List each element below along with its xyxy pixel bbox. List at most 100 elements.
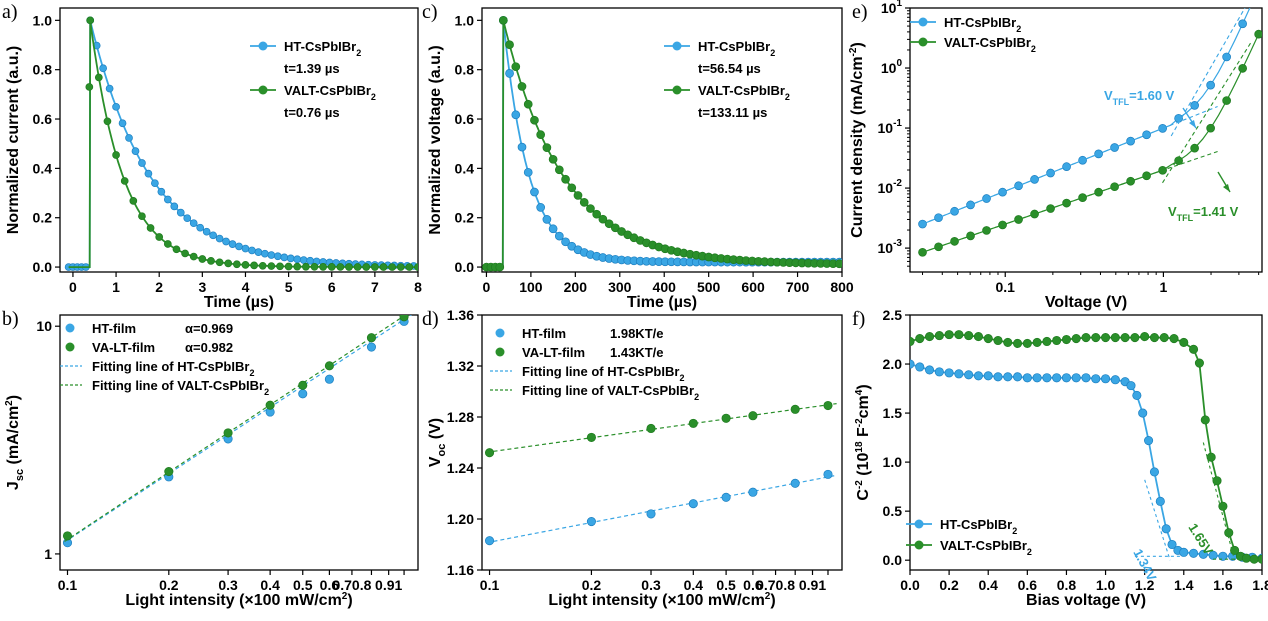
legend-item: VALT-CsPbIBr2: [910, 35, 1036, 54]
x-tick-label: 200: [564, 279, 588, 295]
series-green-point: [1094, 187, 1103, 197]
y-tick-label: 0.8: [33, 62, 53, 78]
series-green-point: [561, 174, 570, 184]
series-blue-point: [646, 509, 656, 519]
plot-frame: [59, 7, 419, 273]
legend: HT-CsPbIBr2 t=56.54 µs VALT-CsPbIBr2 t=133.…: [664, 39, 790, 120]
series-green-point: [1071, 333, 1081, 344]
series-blue-point: [261, 249, 269, 258]
x-tick-label: 0.5: [716, 577, 736, 593]
x-tick-label: 0.70.8: [332, 577, 371, 593]
x-tick-label: 0.1: [995, 279, 1015, 295]
legend-item: HT-CsPbIBr2 t=1.39 µs: [250, 39, 361, 76]
series-green-point: [1142, 171, 1151, 181]
x-axis-label: Light intensity (×100 mW/cm2): [548, 591, 775, 609]
series-green-point: [573, 191, 583, 200]
plot-frame: [481, 7, 843, 273]
series-blue-point: [1022, 373, 1032, 383]
series-green-point: [1030, 209, 1039, 219]
series-green-point: [834, 259, 842, 269]
legend-marker: [258, 41, 268, 51]
series-blue-point: [511, 110, 521, 120]
series-blue-line: [486, 20, 841, 268]
series-green-point: [1190, 143, 1199, 153]
series-green-point: [302, 262, 310, 271]
series-green-point: [973, 332, 983, 342]
series-green-point: [276, 262, 284, 271]
legend-label: HT-CsPbIBr2: [284, 39, 361, 58]
series-blue-point: [1126, 136, 1135, 146]
tangent-fit-blue: [1144, 479, 1171, 561]
y-tick-label: 1: [44, 546, 52, 562]
series-green-point: [258, 261, 267, 270]
series-blue-point: [915, 362, 925, 372]
legend-item: Fitting line of HT-CsPbIBr2: [490, 364, 684, 383]
y-axis-label: Normalized current (a.u.): [5, 46, 22, 234]
series-green-point: [129, 197, 138, 205]
legend-label: VALT-CsPbIBr2: [944, 35, 1036, 54]
series-green-point: [721, 413, 731, 423]
series-green-point: [1110, 333, 1120, 343]
series-green-point: [1200, 415, 1210, 425]
series-blue-point: [1078, 155, 1087, 165]
x-tick-label: 1.8: [1252, 577, 1268, 593]
x-tick-label: 0.5: [293, 577, 313, 593]
x-axis-label: Time (µs): [204, 294, 274, 311]
series-blue-point: [1138, 408, 1148, 418]
series-blue-point: [1155, 496, 1165, 506]
series-green-point: [94, 73, 103, 82]
panel-label: d): [422, 308, 439, 330]
series-green-point: [284, 262, 293, 271]
legend-label: VA-LT-film: [522, 345, 585, 360]
y-tick-label: 10-3: [878, 238, 903, 256]
series-blue-point: [954, 369, 964, 379]
series-blue-point: [1222, 52, 1231, 62]
series-green-point: [1224, 528, 1234, 538]
y-tick-label: 10-2: [878, 178, 903, 196]
series-blue-point: [366, 342, 377, 352]
series-blue-point: [542, 215, 552, 224]
series-green-point: [324, 361, 334, 371]
series-blue-point: [536, 203, 546, 212]
legend-note: t=0.76 µs: [284, 105, 340, 120]
y-tick-label: 1.5: [883, 405, 903, 421]
series-green-point: [983, 333, 993, 344]
series-green-point: [964, 331, 974, 341]
legend: HT-CsPbIBr2 VALT-CsPbIBr2: [906, 517, 1032, 557]
legend-item: VALT-CsPbIBr2 t=0.76 µs: [250, 83, 376, 120]
y-tick-label: 0.6: [33, 111, 53, 127]
series-green-point: [925, 332, 935, 342]
x-tick-label: 5: [285, 279, 293, 295]
series-blue-point: [505, 69, 514, 78]
series-green-point: [224, 259, 233, 268]
legend-marker: [258, 85, 268, 95]
series-green-point: [1003, 337, 1013, 348]
panel-label: c): [422, 1, 438, 23]
y-tick-label: 10-1: [878, 118, 903, 136]
series-blue-line: [922, 8, 1251, 225]
series-green-point: [950, 237, 959, 246]
series-green-point: [362, 263, 371, 271]
series-green-point: [86, 16, 95, 25]
series-blue-point: [1161, 524, 1171, 534]
series-blue-point: [254, 248, 263, 256]
legend-note: t=56.54 µs: [698, 61, 761, 76]
series-green-point: [155, 233, 164, 241]
series-blue-point: [280, 253, 289, 262]
panel-label: f): [852, 308, 865, 330]
x-tick-label: 600: [741, 279, 765, 295]
series-green-point: [181, 249, 189, 258]
series-blue-point: [1198, 549, 1208, 559]
series-blue-point: [273, 252, 282, 261]
series-green-point: [310, 262, 319, 271]
series-green-point: [265, 400, 275, 410]
series-green-point: [298, 380, 308, 390]
y-tick-label: 1.36: [447, 307, 474, 323]
y-tick-label: 1.0: [883, 454, 903, 470]
y-axis-label: Normalized voltage (a.u.): [427, 45, 444, 234]
series-blue-tfl-fit: [1170, 8, 1246, 137]
series-green-point: [1257, 554, 1262, 564]
x-axis-label: Voltage (V): [1045, 294, 1127, 311]
y-tick-label: 0.5: [883, 503, 903, 519]
